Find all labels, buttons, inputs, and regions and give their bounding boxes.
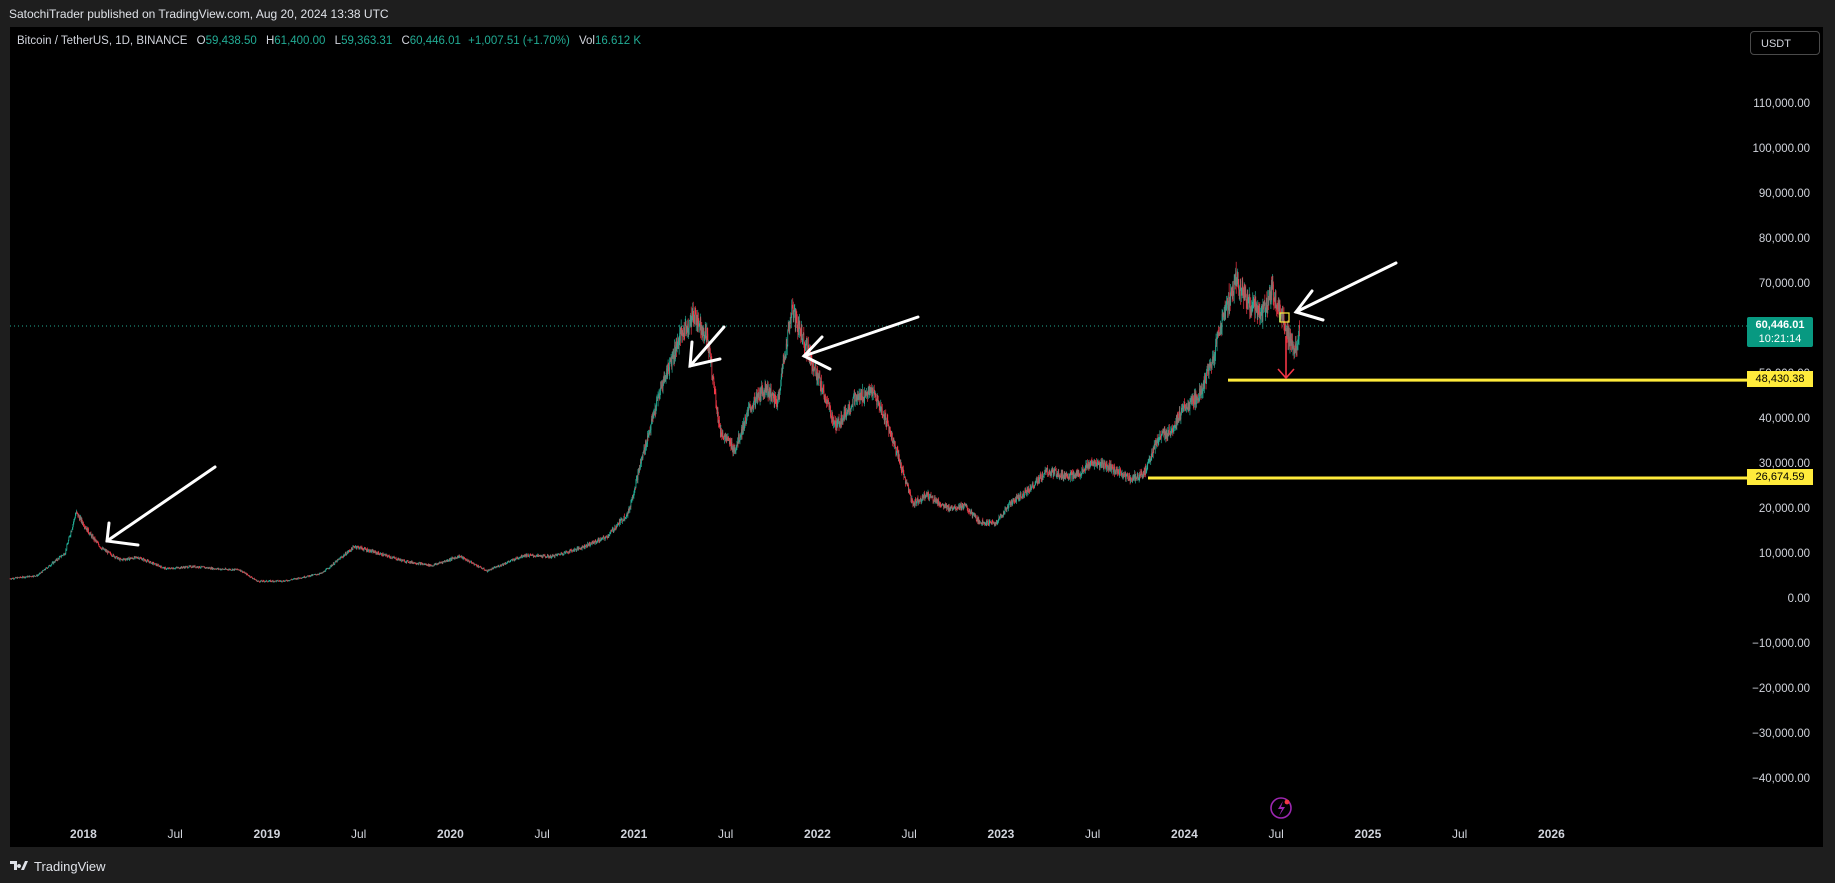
publisher-text: SatochiTrader published on TradingView.c… — [9, 7, 389, 21]
chart-area[interactable] — [10, 27, 1823, 847]
publisher-bar: SatochiTrader published on TradingView.c… — [0, 0, 1835, 27]
